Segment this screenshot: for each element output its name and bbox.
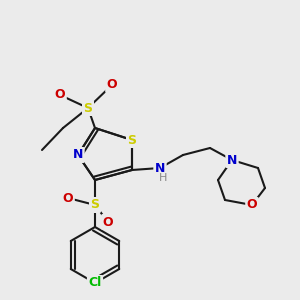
Text: Cl: Cl bbox=[88, 277, 102, 290]
Text: O: O bbox=[247, 199, 257, 212]
Text: N: N bbox=[155, 161, 165, 175]
Text: S: S bbox=[91, 199, 100, 212]
Text: O: O bbox=[103, 215, 113, 229]
Text: H: H bbox=[159, 173, 167, 183]
Text: N: N bbox=[227, 154, 237, 166]
Text: N: N bbox=[73, 148, 83, 161]
Text: O: O bbox=[55, 88, 65, 101]
Text: S: S bbox=[83, 101, 92, 115]
Text: S: S bbox=[128, 134, 136, 146]
Text: O: O bbox=[63, 191, 73, 205]
Text: O: O bbox=[107, 79, 117, 92]
